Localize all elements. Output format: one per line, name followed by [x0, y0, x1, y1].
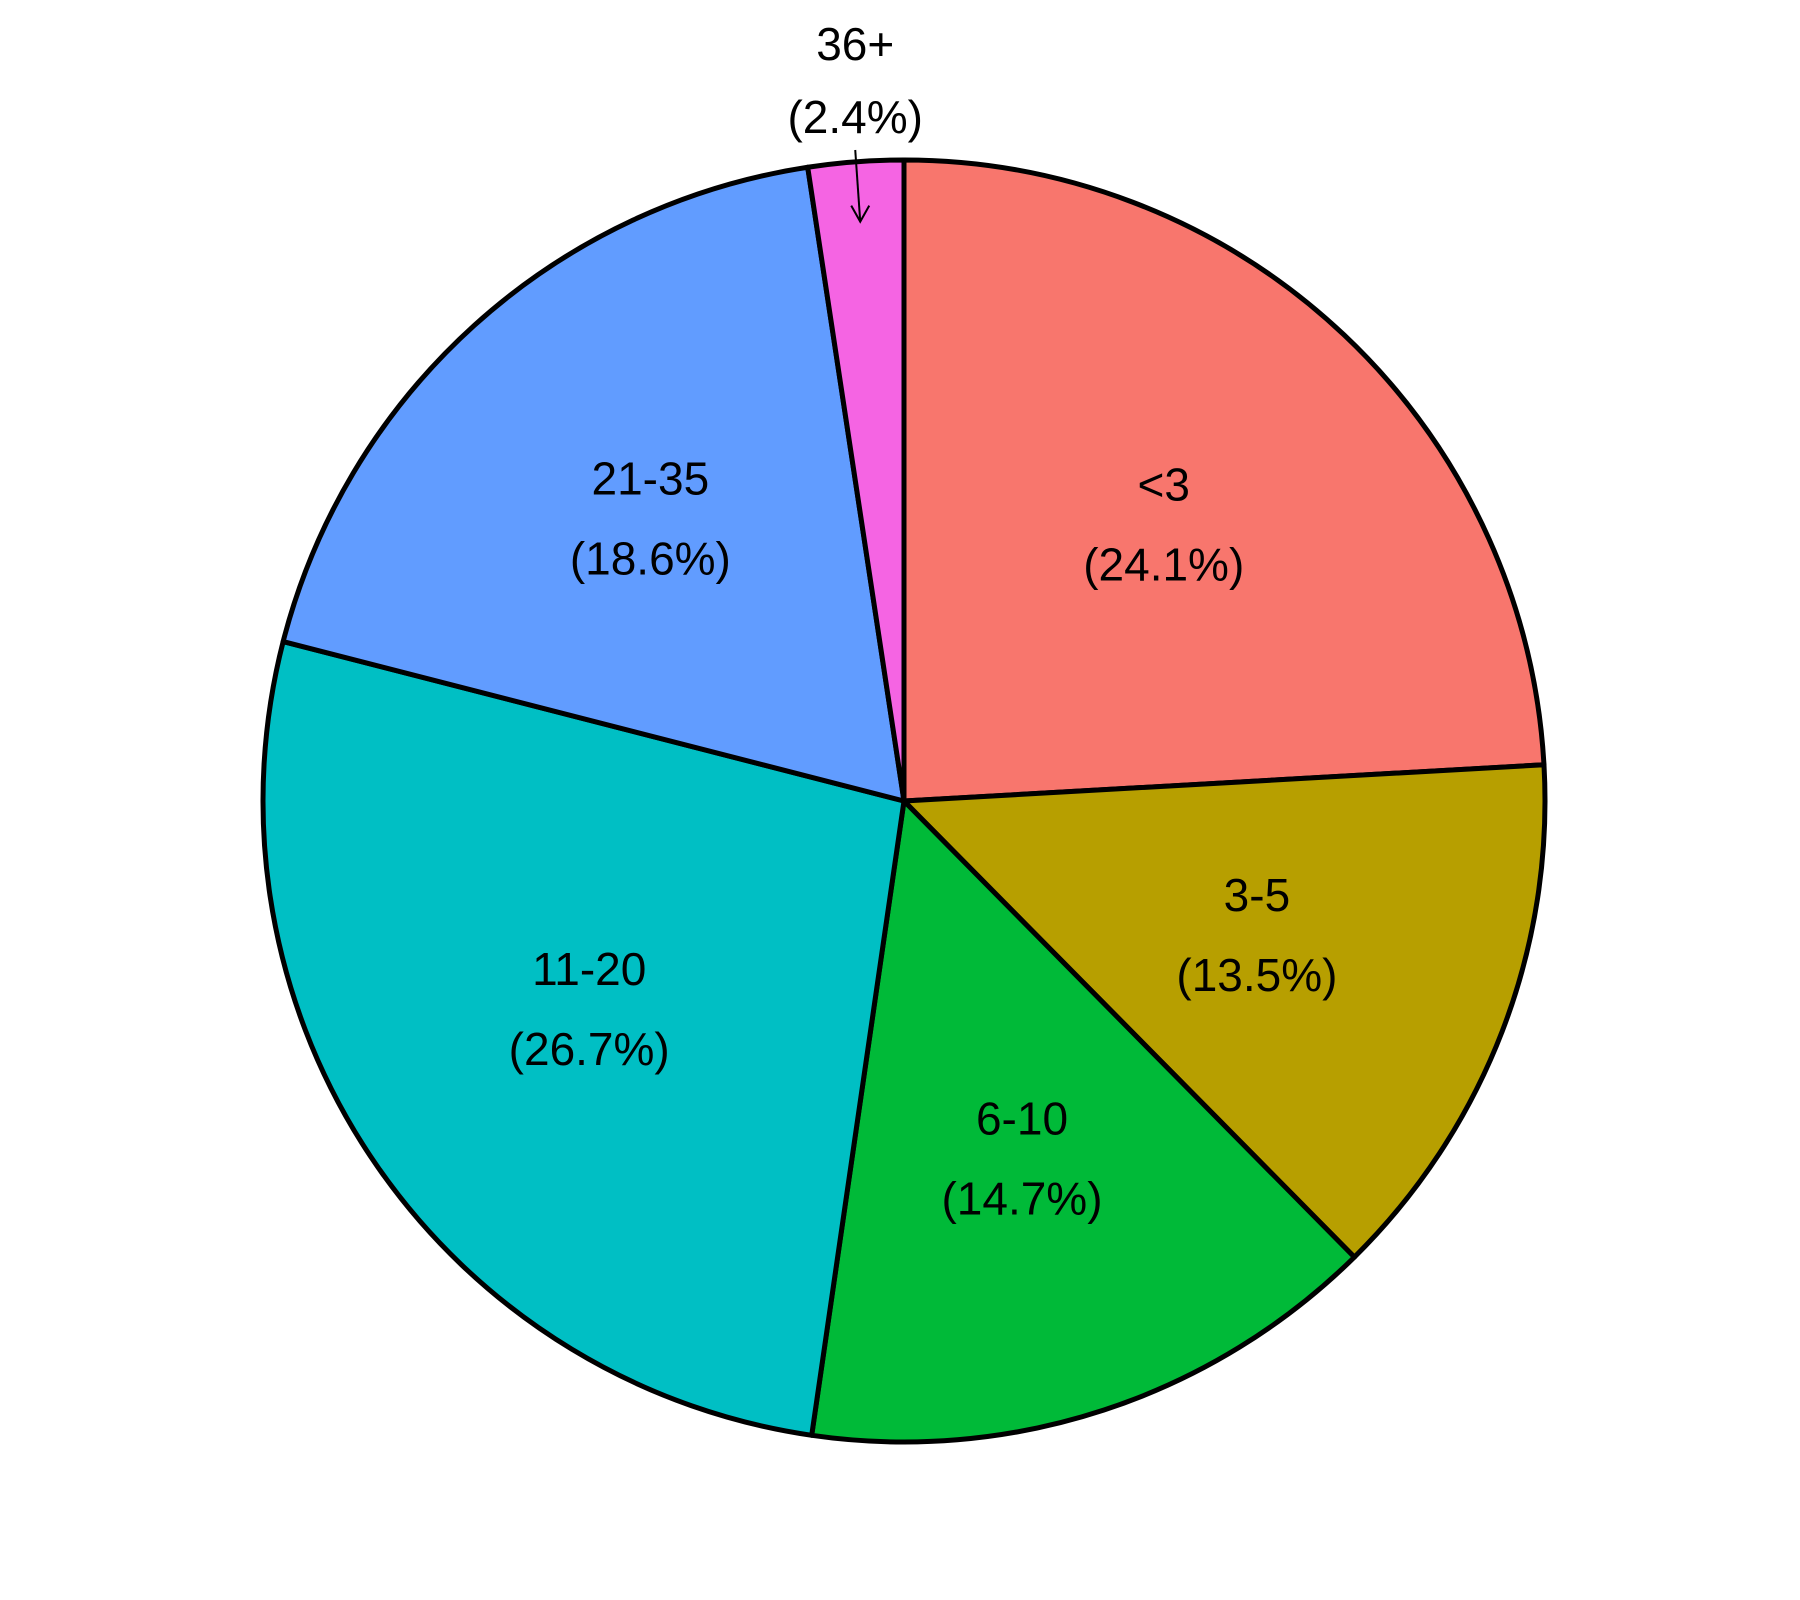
slice-label: 21-35	[592, 453, 710, 505]
slice-label: 36+	[816, 18, 894, 70]
wedge	[901, 762, 1548, 1260]
slice-value-label: (2.4%)	[787, 91, 922, 143]
slice-value-label: (18.6%)	[570, 533, 731, 585]
wedge	[260, 639, 907, 1438]
label-arrow-head	[850, 205, 871, 224]
slice-label: 6-10	[976, 1092, 1068, 1144]
slice-value-label: (26.7%)	[509, 1023, 670, 1075]
label-arrow	[854, 149, 862, 222]
slice-value-label: (13.5%)	[1176, 949, 1337, 1001]
wedge	[809, 798, 1357, 1445]
wedge	[901, 157, 1547, 804]
slice-value-label: (14.7%)	[941, 1172, 1102, 1224]
slice-label: 11-20	[532, 943, 646, 995]
slice-value-label: (24.1%)	[1083, 538, 1244, 590]
wedge	[280, 164, 907, 804]
slice-label: <3	[1138, 458, 1190, 510]
slice-label: 3-5	[1224, 869, 1290, 921]
